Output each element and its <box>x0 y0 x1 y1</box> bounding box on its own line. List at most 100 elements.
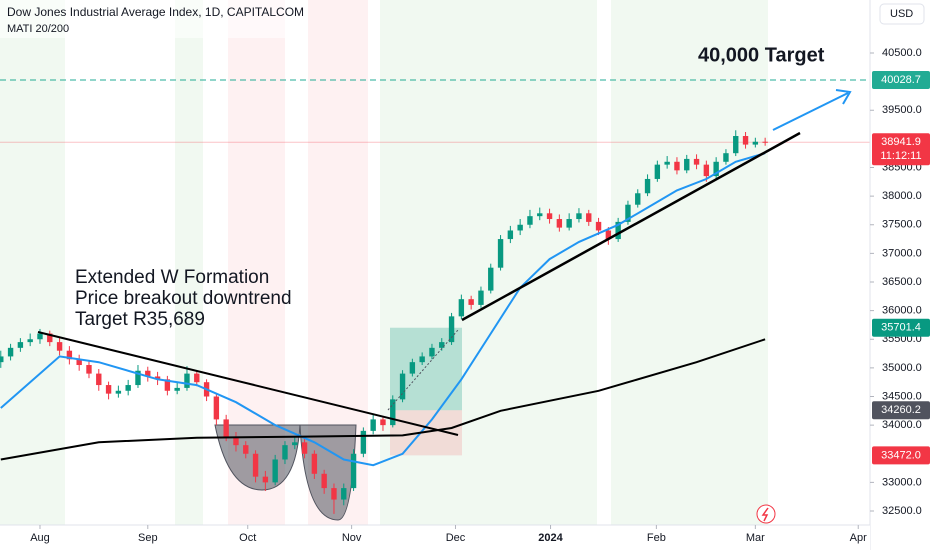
event-icon[interactable] <box>756 504 776 524</box>
axes: 32500.033000.034000.034500.035000.035500… <box>30 47 930 544</box>
candle-body <box>644 178 651 194</box>
y-tick-label: 36000.0 <box>882 305 922 317</box>
chart-subtitle: MATI 20/200 <box>7 23 69 35</box>
price-label: 33472.0 <box>881 449 921 461</box>
candle-body <box>419 356 425 363</box>
currency-box[interactable] <box>879 3 925 25</box>
y-tick-label: 33000.0 <box>882 476 922 488</box>
x-tick-label: Oct <box>239 532 256 544</box>
candle-body <box>429 347 435 357</box>
candle-body <box>448 316 455 343</box>
candle-body <box>752 141 759 145</box>
candle-body <box>0 356 4 363</box>
y-tick-label: 34500.0 <box>882 390 922 402</box>
candle-body <box>56 342 63 351</box>
band <box>175 0 203 525</box>
candle-body <box>399 373 406 400</box>
candle-body <box>350 453 357 489</box>
candle-body <box>439 342 445 348</box>
candle-body <box>497 239 504 268</box>
x-tick-label: Nov <box>342 532 362 544</box>
candle-body <box>380 419 386 426</box>
x-tick-label: Aug <box>30 532 50 544</box>
candle-body <box>703 164 710 177</box>
candle-body <box>576 213 582 220</box>
y-tick-label: 32500.0 <box>882 505 922 517</box>
y-tick-label: 38000.0 <box>882 190 922 202</box>
candle-body <box>488 267 494 291</box>
moving-average <box>0 338 766 461</box>
drawings <box>37 89 852 436</box>
downtrend-line <box>37 331 459 436</box>
target-arrow <box>772 92 849 131</box>
candle-body <box>615 221 621 240</box>
candle-body <box>115 390 122 394</box>
candle-body <box>66 350 73 360</box>
x-tick-label: Dec <box>446 532 466 544</box>
candle-body <box>37 333 43 340</box>
position-path <box>387 329 459 411</box>
candle-body <box>654 164 661 179</box>
candle-body <box>733 136 739 154</box>
candle-body <box>47 333 53 343</box>
candle-body <box>409 362 416 374</box>
candle-body <box>586 213 592 222</box>
price-label: 34260.2 <box>881 404 921 416</box>
candle-body <box>311 453 318 474</box>
x-tick-label: Feb <box>647 532 666 544</box>
candle-body <box>125 385 131 391</box>
uptrend-line <box>461 131 801 322</box>
x-tick-label: Apr <box>850 532 867 544</box>
event-glyph <box>761 507 769 522</box>
candle-body <box>213 396 220 420</box>
currency: USD <box>890 8 913 20</box>
band <box>611 0 768 525</box>
x-tick-label: 2024 <box>538 532 563 544</box>
candle-body <box>742 136 749 145</box>
price-label-box <box>872 401 930 420</box>
price-label-box <box>872 318 930 337</box>
x-tick-label: Sep <box>138 532 158 544</box>
candle-body <box>537 213 543 217</box>
chart-title: Dow Jones Industrial Average Index, 1D, … <box>7 5 304 19</box>
candle-body <box>27 339 33 343</box>
candle-body <box>458 299 465 317</box>
candle-body <box>527 216 533 225</box>
candle-body <box>301 442 308 454</box>
candle-body <box>517 224 523 231</box>
price-label: 38941.9 <box>881 136 921 148</box>
candle-body <box>331 488 337 500</box>
candle-body <box>76 359 82 366</box>
candle-body <box>7 347 14 357</box>
annotation: Target R35,689 <box>75 309 205 330</box>
candle-body <box>595 221 602 231</box>
candle-body <box>17 342 24 348</box>
candle-body <box>262 476 269 483</box>
candle-body <box>184 373 190 388</box>
candle-body <box>566 219 572 228</box>
candle-body <box>233 436 239 446</box>
candle-body <box>105 385 112 394</box>
candle-body <box>86 365 92 374</box>
candle-body <box>96 373 102 386</box>
candle-body <box>478 290 484 305</box>
candle-body <box>674 161 680 171</box>
candle-body <box>272 459 278 483</box>
y-tick-label: 34000.0 <box>882 419 922 431</box>
candle-body <box>556 219 563 228</box>
candle-body <box>635 193 641 205</box>
candle-body <box>252 453 259 477</box>
y-tick-label: 39500.0 <box>882 104 922 116</box>
plot <box>0 79 870 514</box>
price-label-box <box>872 446 930 465</box>
candle-body <box>164 379 171 391</box>
y-tick-label: 35000.0 <box>882 362 922 374</box>
candle-body <box>292 442 298 446</box>
band <box>0 0 65 525</box>
candle-body <box>282 445 288 460</box>
annotation: Price breakout downtrend <box>75 288 292 309</box>
candle-body <box>693 158 700 165</box>
candle-body <box>243 445 249 454</box>
candle-body <box>370 419 376 431</box>
